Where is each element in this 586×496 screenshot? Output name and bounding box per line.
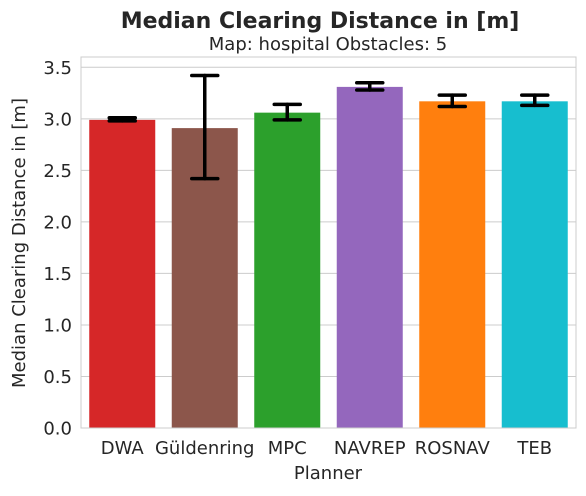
x-tick-label: ROSNAV: [415, 438, 491, 459]
error-bar: [437, 93, 467, 109]
bar-teb: [501, 101, 568, 428]
error-bar: [520, 93, 550, 108]
bar-dwa: [89, 119, 156, 428]
x-tick-label: NAVREP: [334, 438, 406, 459]
error-bar: [355, 81, 385, 92]
x-tick-label: MPC: [268, 438, 307, 459]
chart-title: Median Clearing Distance in [m]: [121, 9, 520, 34]
bar-mpc: [254, 112, 321, 429]
plot-frame: [80, 56, 577, 429]
y-tick-label: 0.0: [43, 419, 72, 440]
bar-rosnav: [419, 101, 486, 428]
y-tick-label: 2.5: [43, 161, 72, 182]
error-bar: [272, 102, 302, 122]
x-tick-label: DWA: [101, 438, 145, 459]
y-axis-label: Median Clearing Distance in [m]: [9, 98, 30, 388]
error-bars-group: [107, 73, 550, 181]
y-tick-label: 0.5: [43, 367, 72, 388]
y-tick-label: 2.0: [43, 212, 72, 233]
x-tick-label: TEB: [516, 438, 552, 459]
y-tick-label: 1.5: [43, 264, 72, 285]
chart-subtitle: Map: hospital Obstacles: 5: [209, 34, 447, 55]
bar-navrep: [336, 86, 403, 428]
y-tick-label: 3.0: [43, 109, 72, 130]
y-ticks: 0.0 0.5 1.0 1.5 2.0 2.5 3.0 3.5: [43, 58, 72, 440]
y-tick-label: 3.5: [43, 58, 72, 79]
grid-lines: [81, 66, 576, 429]
x-ticks: DWA Güldenring MPC NAVREP ROSNAV TEB: [101, 438, 552, 459]
error-bar: [190, 73, 220, 181]
bars-group: [89, 86, 568, 429]
x-tick-label: Güldenring: [155, 438, 255, 459]
x-axis-label: Planner: [294, 463, 363, 484]
error-bar: [107, 116, 137, 123]
y-tick-label: 1.0: [43, 315, 72, 336]
